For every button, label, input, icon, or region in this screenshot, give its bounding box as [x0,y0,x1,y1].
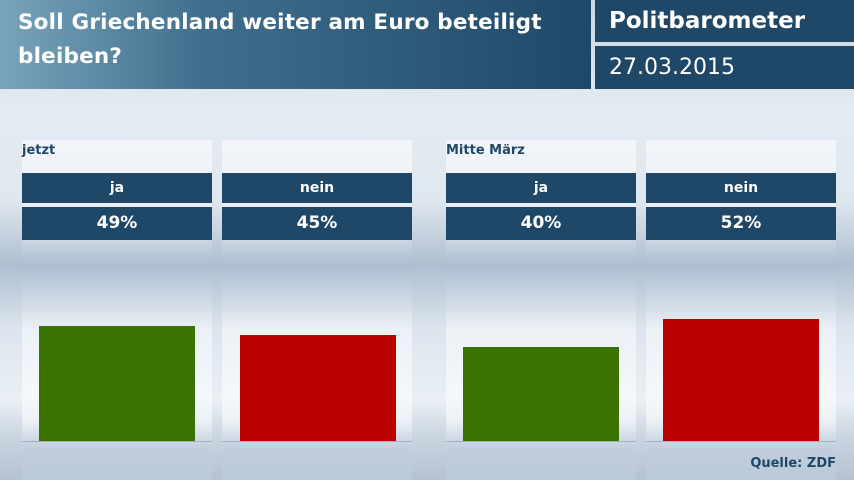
brand-box: Politbarometer [595,0,854,42]
category-label-ja: ja [22,173,212,203]
brand-label: Politbarometer [609,8,806,34]
category-label-ja: ja [446,173,636,203]
baseline [222,441,412,442]
baseline [446,441,636,442]
baseline [646,441,836,442]
source-label: Quelle: ZDF [750,456,836,471]
bar-jetzt-ja [39,326,195,441]
bar-jetzt-nein [240,335,396,441]
value-label: 52% [646,207,836,240]
baseline [22,441,212,442]
bar-mitte-maerz-ja [463,347,619,441]
value-label: 45% [222,207,412,240]
chart-title: Soll Griechenland weiter am Euro beteili… [18,10,542,69]
title-bar: Soll Griechenland weiter am Euro beteili… [0,0,591,89]
value-label: 49% [22,207,212,240]
group-label-mitte-maerz: Mitte März [446,143,525,158]
date-label: 27.03.2015 [609,55,735,80]
value-label: 40% [446,207,636,240]
group-label-jetzt: jetzt [22,143,56,158]
category-label-nein: nein [646,173,836,203]
date-box: 27.03.2015 [595,46,854,89]
bar-mitte-maerz-nein [663,319,819,441]
category-label-nein: nein [222,173,412,203]
